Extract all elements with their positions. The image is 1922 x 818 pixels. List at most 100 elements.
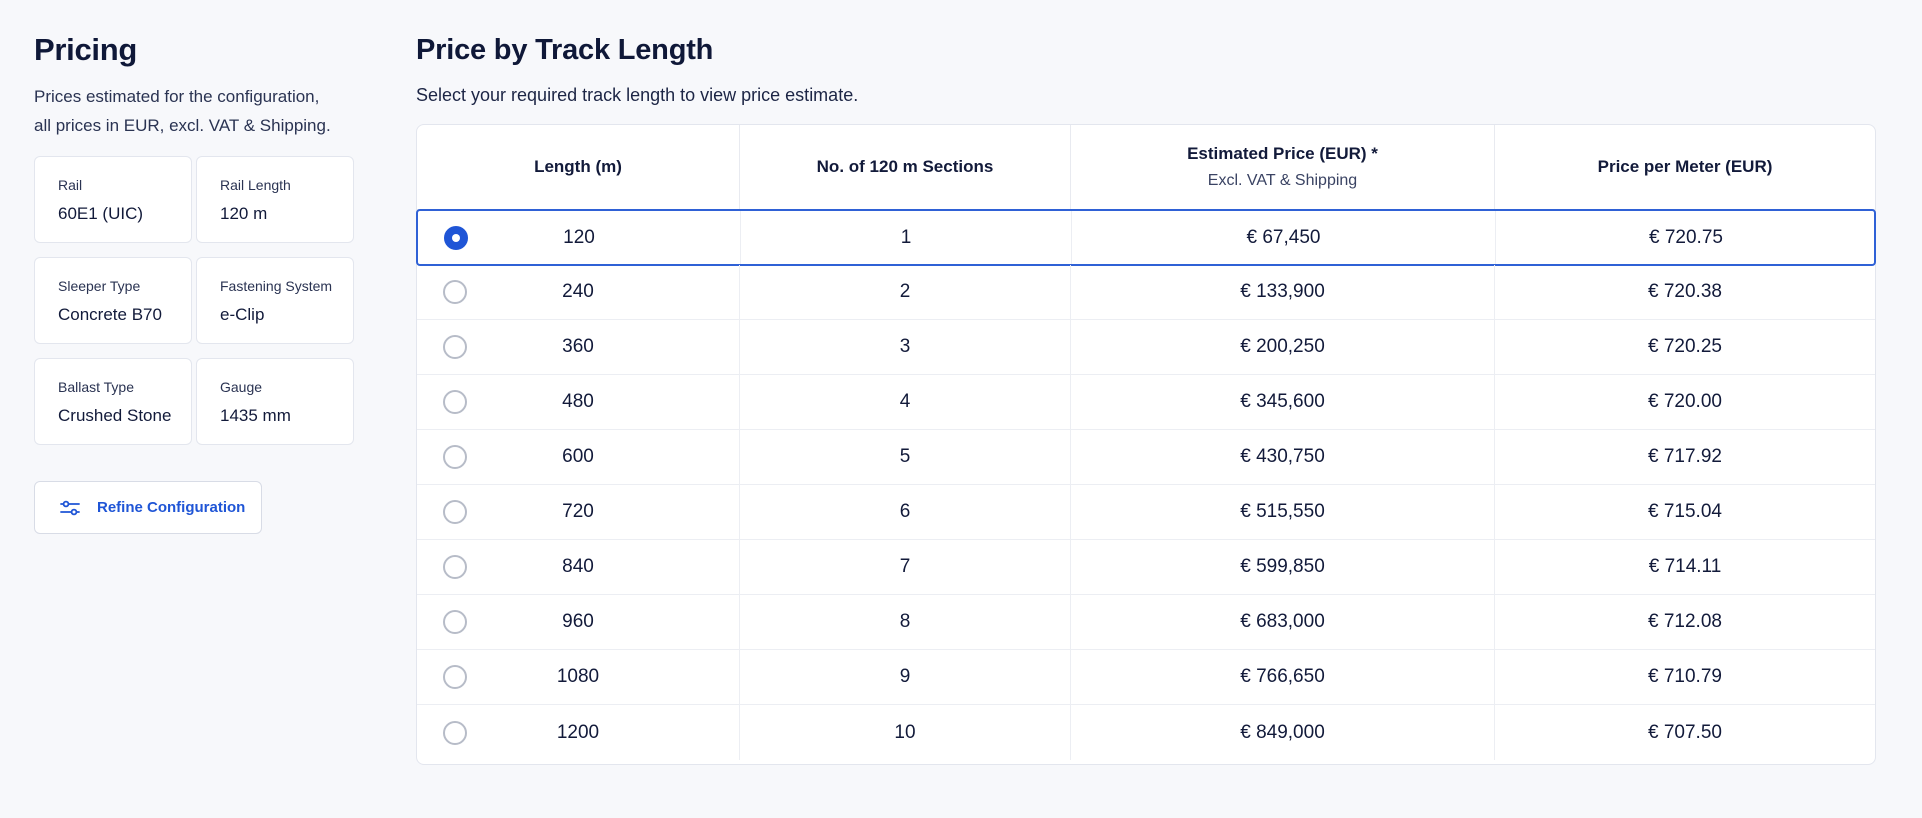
table-row[interactable]: 480 4 € 345,600 € 720.00 — [417, 375, 1875, 430]
cell-sections: 3 — [740, 320, 1071, 374]
length-value: 600 — [562, 446, 594, 467]
spec-rail-length: Rail Length 120 m — [196, 156, 354, 243]
cell-sections: 8 — [740, 595, 1071, 649]
cell-price-per-meter: € 717.92 — [1648, 446, 1722, 467]
length-value: 240 — [562, 281, 594, 302]
length-value: 960 — [562, 611, 594, 632]
cell-sections: 7 — [740, 540, 1071, 594]
pricing-panel: Pricing Prices estimated for the configu… — [34, 30, 359, 534]
spec-value: Crushed Stone — [58, 406, 172, 425]
table-body: 120 1 € 67,450 € 720.75 240 2 € 133,900 € 720.3… — [416, 209, 1876, 760]
cell-length: 600 — [417, 430, 740, 484]
cell-estimated-price: € 133,900 — [1071, 265, 1495, 319]
cell-estimated-price: € 67,450 — [1072, 211, 1496, 264]
table-row[interactable]: 1200 10 € 849,000 € 707.50 — [417, 705, 1875, 760]
spec-label: Rail Length — [220, 177, 291, 193]
length-value: 120 — [563, 226, 595, 248]
sliders-icon — [60, 500, 80, 515]
cell-estimated-price: € 200,250 — [1071, 320, 1495, 374]
cell-length: 120 — [418, 211, 741, 264]
spec-fastening-system: Fastening System e-Clip — [196, 257, 354, 344]
cell-estimated-price: € 683,000 — [1071, 595, 1495, 649]
cell-length: 1080 — [417, 650, 740, 704]
length-radio[interactable] — [443, 335, 467, 359]
cell-price-per-meter: € 720.00 — [1648, 391, 1722, 412]
cell-sections: 6 — [740, 485, 1071, 539]
cell-estimated-price: € 345,600 — [1071, 375, 1495, 429]
table-row[interactable]: 600 5 € 430,750 € 717.92 — [417, 430, 1875, 485]
section-description: Select your required track length to vie… — [416, 85, 859, 105]
table-row[interactable]: 960 8 € 683,000 € 712.08 — [417, 595, 1875, 650]
spec-label: Rail — [58, 177, 83, 193]
length-radio[interactable] — [443, 555, 467, 579]
cell-length: 1200 — [417, 705, 740, 760]
header-price-sublabel: Excl. VAT & Shipping — [1207, 172, 1358, 189]
cell-price-per-meter: € 715.04 — [1648, 501, 1722, 522]
length-value: 1200 — [556, 721, 600, 743]
cell-sections: 5 — [740, 430, 1071, 484]
spec-label: Ballast Type — [58, 379, 135, 395]
pricing-subtitle: Prices estimated for the configuration, … — [34, 82, 359, 140]
length-radio[interactable] — [443, 610, 467, 634]
length-radio[interactable] — [443, 280, 467, 304]
header-estimated-price: Estimated Price (EUR) * Excl. VAT & Ship… — [1071, 125, 1495, 209]
header-sections: No. of 120 m Sections — [740, 125, 1071, 209]
cell-estimated-price: € 599,850 — [1071, 540, 1495, 594]
cell-estimated-price: € 849,000 — [1071, 705, 1495, 760]
cell-length: 240 — [417, 265, 740, 319]
spec-label: Sleeper Type — [58, 278, 141, 294]
spec-label: Fastening System — [220, 278, 333, 294]
cell-price-per-meter: € 720.75 — [1649, 226, 1723, 248]
pricing-subtitle-line1: Prices estimated for the configuration, — [34, 87, 320, 106]
section-title: Price by Track Length — [416, 34, 714, 66]
spec-value: 60E1 (UIC) — [58, 204, 144, 223]
cell-price-per-meter: € 710.79 — [1648, 666, 1722, 687]
length-radio[interactable] — [443, 445, 467, 469]
header-length: Length (m) — [417, 125, 740, 209]
cell-length: 720 — [417, 485, 740, 539]
spec-value: 1435 mm — [220, 406, 291, 425]
cell-estimated-price: € 515,550 — [1071, 485, 1495, 539]
header-price-label: Estimated Price (EUR) * — [1187, 144, 1378, 163]
cell-length: 840 — [417, 540, 740, 594]
spec-label: Gauge — [220, 379, 263, 395]
refine-configuration-button[interactable]: Refine Configuration — [34, 481, 262, 534]
pricing-subtitle-line2: all prices in EUR, excl. VAT & Shipping. — [34, 116, 331, 135]
cell-sections: 2 — [740, 265, 1071, 319]
cell-length: 360 — [417, 320, 740, 374]
config-specs: Rail 60E1 (UIC) Rail Length 120 m Sleepe… — [34, 156, 359, 445]
length-radio[interactable] — [443, 665, 467, 689]
length-value: 840 — [562, 556, 594, 577]
cell-sections: 9 — [740, 650, 1071, 704]
length-radio[interactable] — [443, 720, 467, 745]
cell-price-per-meter: € 707.50 — [1648, 721, 1722, 743]
cell-sections: 1 — [741, 211, 1072, 264]
cell-sections: 10 — [740, 705, 1071, 760]
cell-price-per-meter: € 714.11 — [1648, 556, 1722, 577]
header-price-per-meter: Price per Meter (EUR) — [1597, 157, 1773, 176]
length-radio[interactable] — [444, 225, 468, 250]
table-row[interactable]: 1080 9 € 766,650 € 710.79 — [417, 650, 1875, 705]
cell-length: 960 — [417, 595, 740, 649]
spec-value: e-Clip — [220, 305, 265, 324]
spec-sleeper-type: Sleeper Type Concrete B70 — [34, 257, 192, 344]
cell-price-per-meter: € 720.25 — [1648, 336, 1722, 357]
length-radio[interactable] — [443, 500, 467, 524]
refine-configuration-label: Refine Configuration — [97, 499, 246, 516]
table-row[interactable]: 360 3 € 200,250 € 720.25 — [417, 320, 1875, 375]
table-header: Length (m) No. of 120 m Sections Estimat… — [417, 125, 1875, 210]
cell-price-per-meter: € 712.08 — [1648, 611, 1722, 632]
length-value: 720 — [562, 501, 594, 522]
table-row[interactable]: 240 2 € 133,900 € 720.38 — [417, 265, 1875, 320]
table-row[interactable]: 840 7 € 599,850 € 714.11 — [417, 540, 1875, 595]
length-radio[interactable] — [443, 390, 467, 414]
length-value: 1080 — [556, 666, 600, 687]
cell-sections: 4 — [740, 375, 1071, 429]
length-value: 360 — [562, 336, 594, 357]
price-by-length-section: Price by Track Length Select your requir… — [416, 30, 1876, 765]
cell-estimated-price: € 766,650 — [1071, 650, 1495, 704]
cell-estimated-price: € 430,750 — [1071, 430, 1495, 484]
cell-length: 480 — [417, 375, 740, 429]
table-row[interactable]: 120 1 € 67,450 € 720.75 — [416, 209, 1876, 266]
table-row[interactable]: 720 6 € 515,550 € 715.04 — [417, 485, 1875, 540]
